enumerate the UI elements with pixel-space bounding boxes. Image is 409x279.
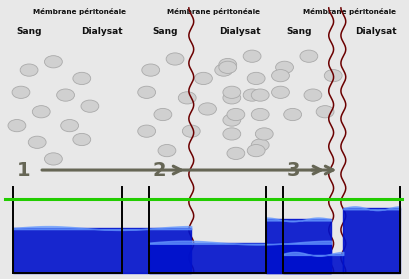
Circle shape (251, 139, 269, 151)
Circle shape (8, 119, 26, 132)
Circle shape (158, 145, 176, 157)
Circle shape (223, 114, 241, 126)
Circle shape (138, 125, 155, 137)
Circle shape (227, 109, 245, 121)
Circle shape (178, 92, 196, 104)
Circle shape (272, 86, 290, 98)
Circle shape (304, 89, 322, 101)
Bar (149, 243, 331, 273)
Text: 1: 1 (17, 160, 31, 180)
Circle shape (300, 50, 318, 62)
Text: Dialysat: Dialysat (219, 27, 261, 36)
Circle shape (223, 128, 241, 140)
Text: Mémbrane péritonéale: Mémbrane péritonéale (33, 8, 126, 15)
Circle shape (284, 109, 301, 121)
Circle shape (45, 56, 62, 68)
Circle shape (324, 69, 342, 82)
Circle shape (166, 53, 184, 65)
Circle shape (81, 100, 99, 112)
Circle shape (61, 119, 79, 132)
Text: Mémbrane péritonéale: Mémbrane péritonéale (303, 8, 396, 15)
Circle shape (73, 133, 91, 146)
Circle shape (316, 106, 334, 118)
Circle shape (215, 64, 233, 76)
Circle shape (255, 128, 273, 140)
Circle shape (182, 125, 200, 137)
Bar (266, 219, 331, 273)
Circle shape (243, 50, 261, 62)
Bar (283, 254, 343, 273)
Circle shape (142, 64, 160, 76)
Circle shape (272, 69, 290, 82)
Text: 3: 3 (287, 160, 300, 180)
Circle shape (219, 58, 237, 71)
Bar (343, 208, 400, 273)
Circle shape (45, 153, 62, 165)
Text: Sang: Sang (16, 27, 42, 36)
Circle shape (243, 89, 261, 101)
Bar (13, 228, 191, 273)
Text: Mémbrane péritonéale: Mémbrane péritonéale (167, 8, 260, 15)
Circle shape (199, 103, 216, 115)
Circle shape (154, 109, 172, 121)
Circle shape (227, 147, 245, 160)
Text: Sang: Sang (152, 27, 178, 36)
Circle shape (12, 86, 30, 98)
Circle shape (251, 89, 269, 101)
Circle shape (251, 109, 269, 121)
Text: Sang: Sang (286, 27, 312, 36)
Circle shape (223, 92, 241, 104)
Circle shape (32, 106, 50, 118)
Circle shape (219, 61, 237, 73)
Circle shape (247, 145, 265, 157)
Circle shape (73, 72, 91, 85)
Circle shape (57, 89, 74, 101)
Circle shape (28, 136, 46, 148)
Circle shape (276, 61, 293, 73)
Circle shape (223, 86, 241, 98)
Circle shape (138, 86, 155, 98)
Text: Dialysat: Dialysat (81, 27, 123, 36)
Circle shape (20, 64, 38, 76)
Circle shape (247, 72, 265, 85)
Text: Dialysat: Dialysat (355, 27, 397, 36)
Text: 2: 2 (153, 160, 166, 180)
Circle shape (195, 72, 212, 85)
